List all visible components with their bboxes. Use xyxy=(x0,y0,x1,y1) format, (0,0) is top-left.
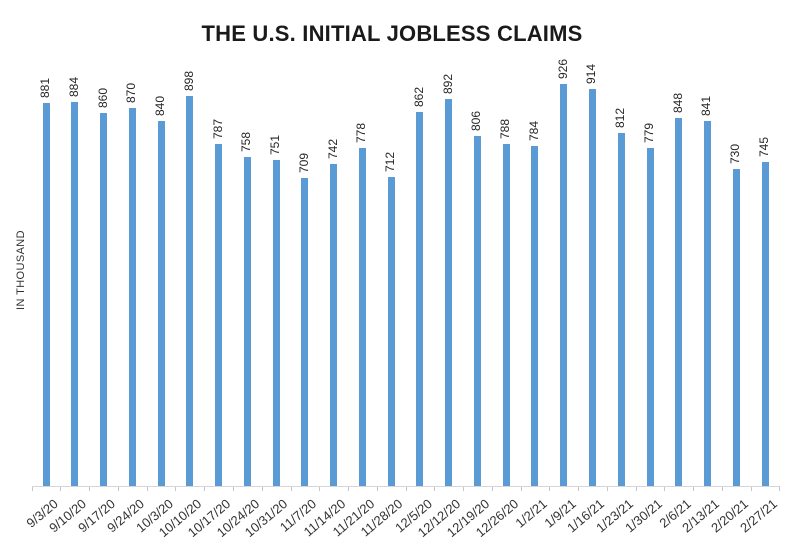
bar-value-label: 730 xyxy=(728,143,743,164)
bar-value-label: 862 xyxy=(411,86,426,107)
bar xyxy=(42,103,50,486)
bar-value-label: 745 xyxy=(757,136,771,157)
bar xyxy=(675,118,683,486)
bar xyxy=(71,102,79,486)
axis-tick xyxy=(434,486,436,491)
bar xyxy=(128,108,136,486)
axis-tick xyxy=(117,486,119,491)
bar-value-label: 870 xyxy=(124,82,139,103)
bar-value-label: 840 xyxy=(153,95,168,116)
bar xyxy=(243,157,251,486)
chart-title: THE U.S. INITIAL JOBLESS CLAIMS xyxy=(201,21,583,46)
bar xyxy=(617,133,625,486)
bar xyxy=(588,89,596,486)
bar-value-label: 742 xyxy=(325,138,340,159)
bar xyxy=(358,148,366,486)
bar-value-label: 751 xyxy=(268,134,283,155)
bar xyxy=(301,178,309,486)
axis-tick xyxy=(750,486,752,491)
bar xyxy=(646,148,654,486)
axis-tick xyxy=(606,486,608,491)
axis-tick xyxy=(204,486,206,491)
bar xyxy=(445,99,453,486)
bar xyxy=(387,177,395,486)
axis-tick xyxy=(405,486,407,491)
axis-tick xyxy=(60,486,62,491)
bar-value-label: 788 xyxy=(498,118,513,139)
bar-value-label: 784 xyxy=(526,120,541,141)
bar-value-label: 779 xyxy=(641,122,656,143)
bar-value-label: 778 xyxy=(354,122,369,143)
bar-value-label: 848 xyxy=(670,92,685,113)
axis-tick xyxy=(261,486,263,491)
bar-value-label: 914 xyxy=(584,63,599,84)
bar-value-label: 712 xyxy=(383,151,398,172)
bar xyxy=(215,144,223,486)
bar xyxy=(761,162,769,486)
bar xyxy=(100,113,107,486)
axis-tick xyxy=(779,486,781,491)
axis-tick xyxy=(635,486,637,491)
axis-tick xyxy=(664,486,666,491)
bar xyxy=(704,121,711,486)
axis-tick xyxy=(146,486,148,491)
axis-tick xyxy=(693,486,695,491)
axis-tick xyxy=(578,486,580,491)
bar xyxy=(502,144,510,486)
bar xyxy=(473,136,481,486)
axis-tick xyxy=(348,486,349,491)
axis-tick xyxy=(175,486,177,491)
bar-value-label: 881 xyxy=(38,77,52,98)
axis-tick xyxy=(520,486,522,491)
bar-value-label: 898 xyxy=(181,70,196,91)
bar xyxy=(186,96,194,486)
bar-value-label: 806 xyxy=(469,110,484,131)
axis-tick xyxy=(232,486,234,491)
bar xyxy=(330,164,338,486)
bar-value-label: 884 xyxy=(66,76,81,97)
y-axis-label: IN THOUSAND xyxy=(15,230,27,310)
bar xyxy=(416,112,424,486)
axis-tick xyxy=(721,486,723,491)
axis-tick xyxy=(376,486,378,491)
bar xyxy=(272,160,280,486)
bar-value-label: 841 xyxy=(699,95,714,116)
axis-tick xyxy=(491,486,493,491)
bar-value-label: 758 xyxy=(239,131,254,152)
x-axis-label: 1/2/21 xyxy=(512,496,550,531)
bar-value-label: 926 xyxy=(555,58,570,79)
bar xyxy=(560,84,568,486)
axis-tick xyxy=(463,486,464,491)
bar-value-label: 787 xyxy=(210,118,225,139)
axis-tick xyxy=(290,486,292,491)
bar xyxy=(157,121,165,486)
axis-tick xyxy=(549,486,551,491)
bar xyxy=(732,169,740,486)
bar-value-label: 709 xyxy=(296,152,311,173)
axis-tick xyxy=(319,486,321,491)
axis-tick xyxy=(31,486,33,491)
bar xyxy=(531,146,539,486)
bar-value-label: 892 xyxy=(440,73,455,94)
axis-tick xyxy=(89,486,91,491)
bar-value-label: 812 xyxy=(613,107,628,128)
bar-value-label: 860 xyxy=(95,87,110,108)
x-axis-line xyxy=(31,486,780,487)
